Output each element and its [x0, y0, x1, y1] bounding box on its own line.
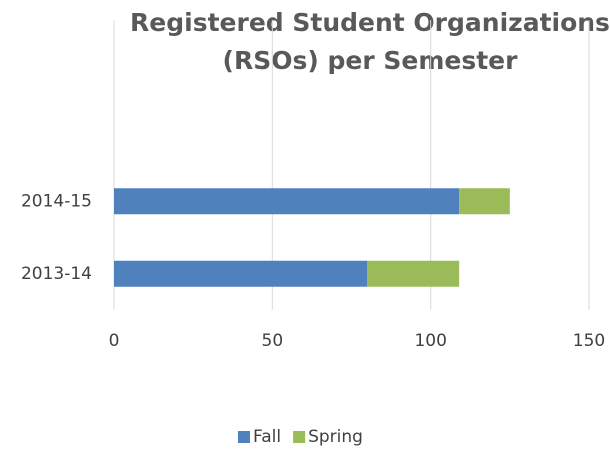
legend-swatch — [293, 431, 306, 443]
y-tick-label: 2014-15 — [21, 191, 92, 211]
bar-segment — [459, 188, 510, 215]
x-tick-label: 150 — [573, 331, 605, 351]
x-tick-label: 0 — [109, 331, 120, 351]
chart-title: Registered Student Organizations (RSOs) … — [130, 8, 610, 75]
legend-label: Spring — [308, 427, 363, 447]
x-tick-label: 50 — [262, 331, 284, 351]
legend-label: Fall — [253, 427, 281, 447]
bar-segment — [114, 260, 368, 287]
x-tick-label: 100 — [414, 331, 446, 351]
bar-segment — [367, 260, 460, 287]
y-tick-label: 2013-14 — [21, 264, 92, 284]
bar-segment — [114, 188, 460, 215]
legend-swatch — [238, 431, 250, 443]
